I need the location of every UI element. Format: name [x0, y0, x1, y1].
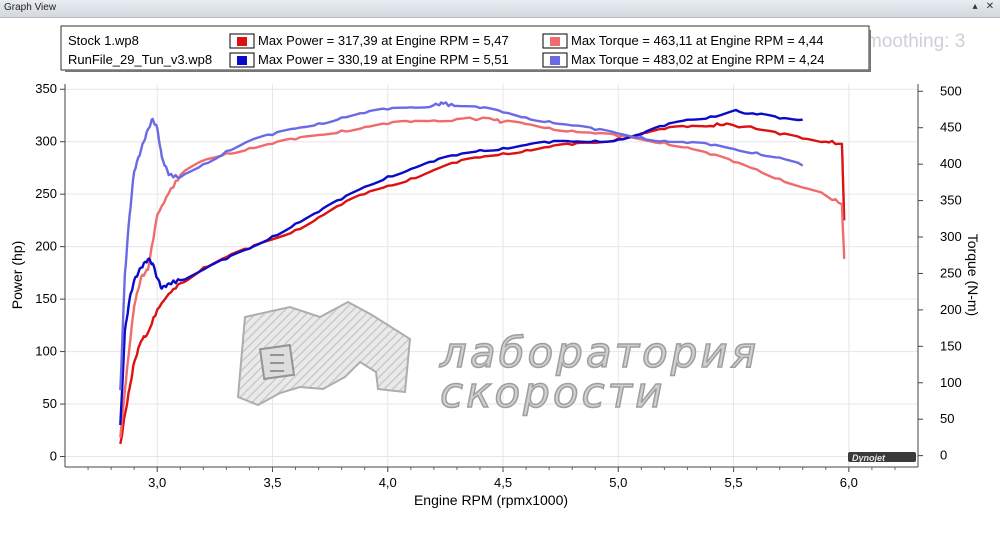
watermark-logo — [236, 300, 412, 407]
pin-icon[interactable]: ▴ — [972, 1, 978, 12]
y-right-tick-label: 200 — [940, 302, 962, 317]
y-right-tick-label: 100 — [940, 375, 962, 390]
y-left-tick-label: 300 — [35, 134, 57, 149]
legend-torque-1: Max Torque = 463,11 at Engine RPM = 4,44 — [571, 33, 823, 48]
y-right-tick-label: 250 — [940, 265, 962, 280]
y-axis-left-label: Power (hp) — [9, 241, 25, 309]
x-axis-label: Engine RPM (rpmx1000) — [414, 492, 568, 508]
legend-swatch-tuned-torque — [550, 56, 560, 65]
y-left-tick-label: 350 — [35, 81, 57, 96]
y-right-tick-label: 300 — [940, 229, 962, 244]
y-left-tick-label: 100 — [35, 344, 57, 359]
y-right-tick-label: 400 — [940, 156, 962, 171]
legend-file-2: RunFile_29_Tun_v3.wp8 — [68, 52, 212, 67]
y-left-tick-label: 150 — [35, 291, 57, 306]
series-line — [119, 116, 846, 438]
x-tick-label: 5,0 — [609, 475, 627, 490]
y-right-tick-label: 500 — [940, 83, 962, 98]
window-titlebar: Graph View ▴ ✕ — [0, 0, 1000, 18]
plot-grid — [65, 84, 918, 467]
close-icon[interactable]: ✕ — [985, 1, 995, 12]
legend-power-1: Max Power = 317,39 at Engine RPM = 5,47 — [258, 33, 509, 48]
y-left-tick-label: 250 — [35, 186, 57, 201]
x-tick-label: 3,0 — [148, 475, 166, 490]
watermark-line-1: лаборатория — [439, 328, 759, 377]
dynojet-logo: Dynojet — [848, 452, 916, 463]
x-tick-label: 4,0 — [379, 475, 397, 490]
y-axis-right-label: Torque (N-m) — [965, 234, 981, 316]
y-right-tick-label: 50 — [940, 411, 954, 426]
legend-torque-2: Max Torque = 483,02 at Engine RPM = 4,24 — [571, 52, 824, 67]
x-tick-label: 3,5 — [263, 475, 281, 490]
plot-area — [65, 84, 918, 467]
series-line — [119, 101, 804, 391]
legend-swatch-stock-power — [237, 37, 247, 46]
y-left-tick-label: 50 — [43, 396, 57, 411]
series-group — [119, 101, 846, 445]
y-right-tick-label: 350 — [940, 193, 962, 208]
watermark-line-2: скорости — [440, 368, 665, 417]
legend-file-1: Stock 1.wp8 — [68, 33, 139, 48]
y-left-tick-label: 200 — [35, 239, 57, 254]
y-right-tick-label: 0 — [940, 448, 947, 463]
x-tick-label: 6,0 — [840, 475, 858, 490]
series-line — [119, 122, 846, 445]
legend: Stock 1.wp8 Max Power = 317,39 at Engine… — [60, 25, 871, 72]
legend-swatch-tuned-power — [237, 56, 247, 65]
smoothing-overlay-text: moothing: 3 — [866, 31, 965, 52]
x-tick-label: 5,5 — [725, 475, 743, 490]
window-title: Graph View — [4, 2, 57, 13]
dyno-chart: лаборатория скорости moothing: 3 3,0 3,5 4… — [9, 25, 981, 508]
legend-swatch-stock-torque — [550, 37, 560, 46]
series-line — [119, 108, 803, 426]
legend-power-2: Max Power = 330,19 at Engine RPM = 5,51 — [258, 52, 509, 67]
y-right-tick-label: 150 — [940, 338, 962, 353]
y-left-tick-label: 0 — [50, 449, 57, 464]
x-tick-label: 4,5 — [494, 475, 512, 490]
axes-frame — [64, 84, 919, 468]
svg-text:Dynojet: Dynojet — [852, 453, 886, 463]
y-right-tick-label: 450 — [940, 120, 962, 135]
